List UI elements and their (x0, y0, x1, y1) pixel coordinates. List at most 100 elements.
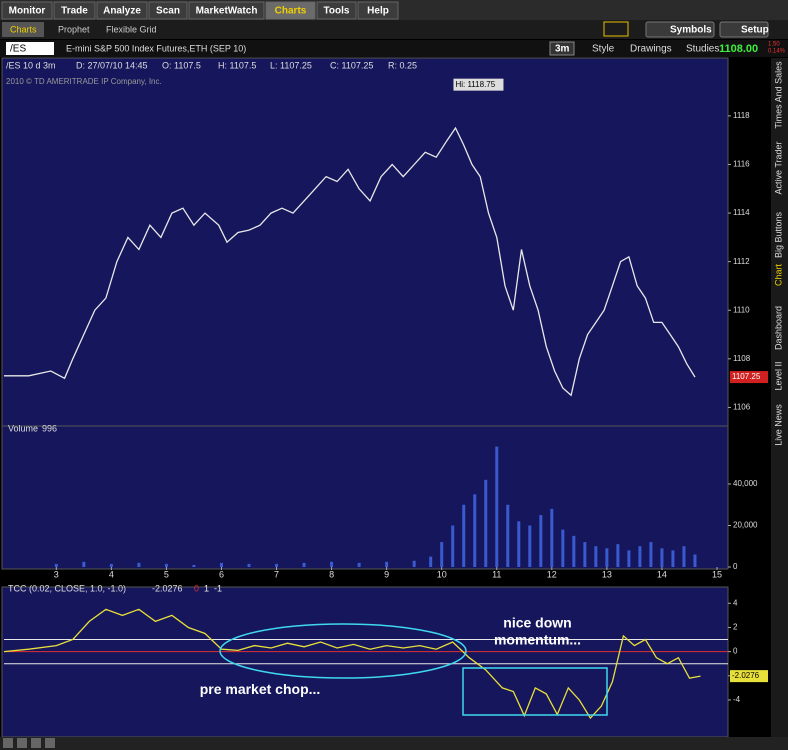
volume-bar (561, 529, 565, 567)
x-tick-label: 11 (492, 569, 501, 579)
volume-bar (550, 508, 554, 567)
side-tab[interactable]: Times And Sales (773, 61, 783, 129)
rect-highlight (462, 667, 608, 716)
annotation: nice down (503, 615, 571, 631)
volume-bar (247, 563, 251, 567)
tab[interactable] (1, 1, 53, 20)
tab[interactable] (148, 1, 188, 20)
tab[interactable] (357, 1, 399, 20)
info-item: /ES 10 d 3m (6, 60, 56, 70)
level-label: 1 (204, 583, 209, 593)
panel-current: -2.0276 (152, 583, 183, 593)
toolbar (0, 40, 788, 57)
change: 1.50 (768, 42, 780, 48)
volume-bar (451, 525, 455, 567)
side-tab[interactable]: Live News (773, 404, 783, 446)
y-tick-label: 0 (733, 562, 738, 571)
y-tick-label: 1118 (733, 111, 750, 120)
tab-label: Charts (275, 6, 307, 17)
copyright: 2010 © TD AMERITRADE IP Company, Inc. (6, 77, 162, 86)
side-tab[interactable]: Dashboard (773, 306, 783, 350)
tcc-panel (1, 586, 729, 738)
volume-bar (54, 563, 58, 567)
volume-bar (638, 546, 642, 567)
y-tick-label: 0 (733, 647, 738, 656)
icon[interactable] (31, 738, 41, 748)
icon[interactable] (45, 738, 55, 748)
symbol: /ES (10, 44, 26, 55)
series-line (4, 126, 696, 397)
volume-bar (357, 562, 361, 567)
volume-bar (275, 563, 279, 567)
current-tag (730, 371, 768, 384)
x-tick-label: 15 (712, 569, 722, 579)
side-tabs: Times And Sales Active Trader Big Buttons C… (773, 61, 783, 446)
subtab[interactable]: Flexible Grid (106, 24, 157, 34)
side-tab[interactable]: Chart (773, 264, 783, 287)
info-item: R: 0.25 (388, 60, 417, 70)
tab-label: Tools (324, 6, 350, 17)
symbol-box[interactable] (6, 42, 54, 55)
volume-bar (671, 550, 675, 567)
volume-bar (572, 535, 576, 567)
icon[interactable] (17, 738, 27, 748)
tab[interactable] (96, 1, 148, 20)
y-tick-label: 1106 (733, 403, 751, 412)
volume-bar (192, 564, 196, 567)
panel-title: Volume (8, 423, 38, 433)
volume-bar (528, 525, 532, 567)
y-tick-label: 1108 (733, 354, 751, 363)
x-tick-label: 12 (547, 569, 557, 579)
tab[interactable] (265, 1, 316, 20)
side-tab[interactable]: Level II (773, 361, 783, 390)
current-label: -2.0276 (732, 671, 760, 680)
color-box[interactable] (603, 21, 629, 37)
tab[interactable] (316, 1, 357, 20)
setup-button[interactable] (719, 21, 769, 38)
side-bar (771, 58, 788, 738)
x-tick-label: 5 (164, 569, 169, 579)
y-tick-label: 1112 (733, 257, 750, 266)
x-tick-label: 3 (54, 569, 59, 579)
tab[interactable] (53, 1, 96, 20)
current-label: 1107.25 (732, 372, 761, 381)
y-tick-label: 1110 (733, 305, 750, 314)
annotation: pre market chop... (200, 681, 321, 697)
side-tab[interactable]: Active Trader (773, 141, 783, 194)
x-tick-label: 8 (329, 569, 334, 579)
volume-bar (627, 550, 631, 567)
volume-bar (649, 542, 653, 567)
volume-bar (594, 546, 598, 567)
style[interactable]: Style (592, 44, 615, 55)
drawings[interactable]: Drawings (630, 44, 672, 55)
subtab[interactable]: Prophet (58, 24, 90, 34)
setup-label: Setup (741, 25, 769, 36)
volume-bar (583, 542, 587, 567)
info-item: O: 1107.5 (162, 60, 201, 70)
y-tick-label: -4 (733, 695, 741, 704)
volume-bar (693, 554, 697, 567)
volume-bar (473, 494, 477, 567)
volume-bar (429, 556, 433, 567)
studies[interactable]: Studies (686, 44, 719, 55)
info-item: L: 1107.25 (270, 60, 312, 70)
subtab-active[interactable] (2, 22, 44, 37)
volume-bar (302, 562, 306, 567)
volume-bar (109, 563, 113, 567)
info-item: D: 27/07/10 14:45 (76, 60, 148, 70)
period-box[interactable] (549, 41, 575, 56)
ellipse-highlight (219, 623, 467, 679)
icon[interactable] (3, 738, 13, 748)
side-tab[interactable]: Big Buttons (773, 211, 783, 258)
annotation: momentum... (494, 631, 581, 647)
period: 3m (555, 44, 570, 55)
volume-bar (517, 521, 521, 567)
symbols-button[interactable] (645, 21, 715, 38)
x-tick-label: 9 (384, 569, 389, 579)
volume-bar (412, 560, 416, 567)
tab[interactable] (188, 1, 265, 20)
subtab[interactable]: Charts (10, 24, 37, 34)
x-tick-label: 7 (274, 569, 279, 579)
